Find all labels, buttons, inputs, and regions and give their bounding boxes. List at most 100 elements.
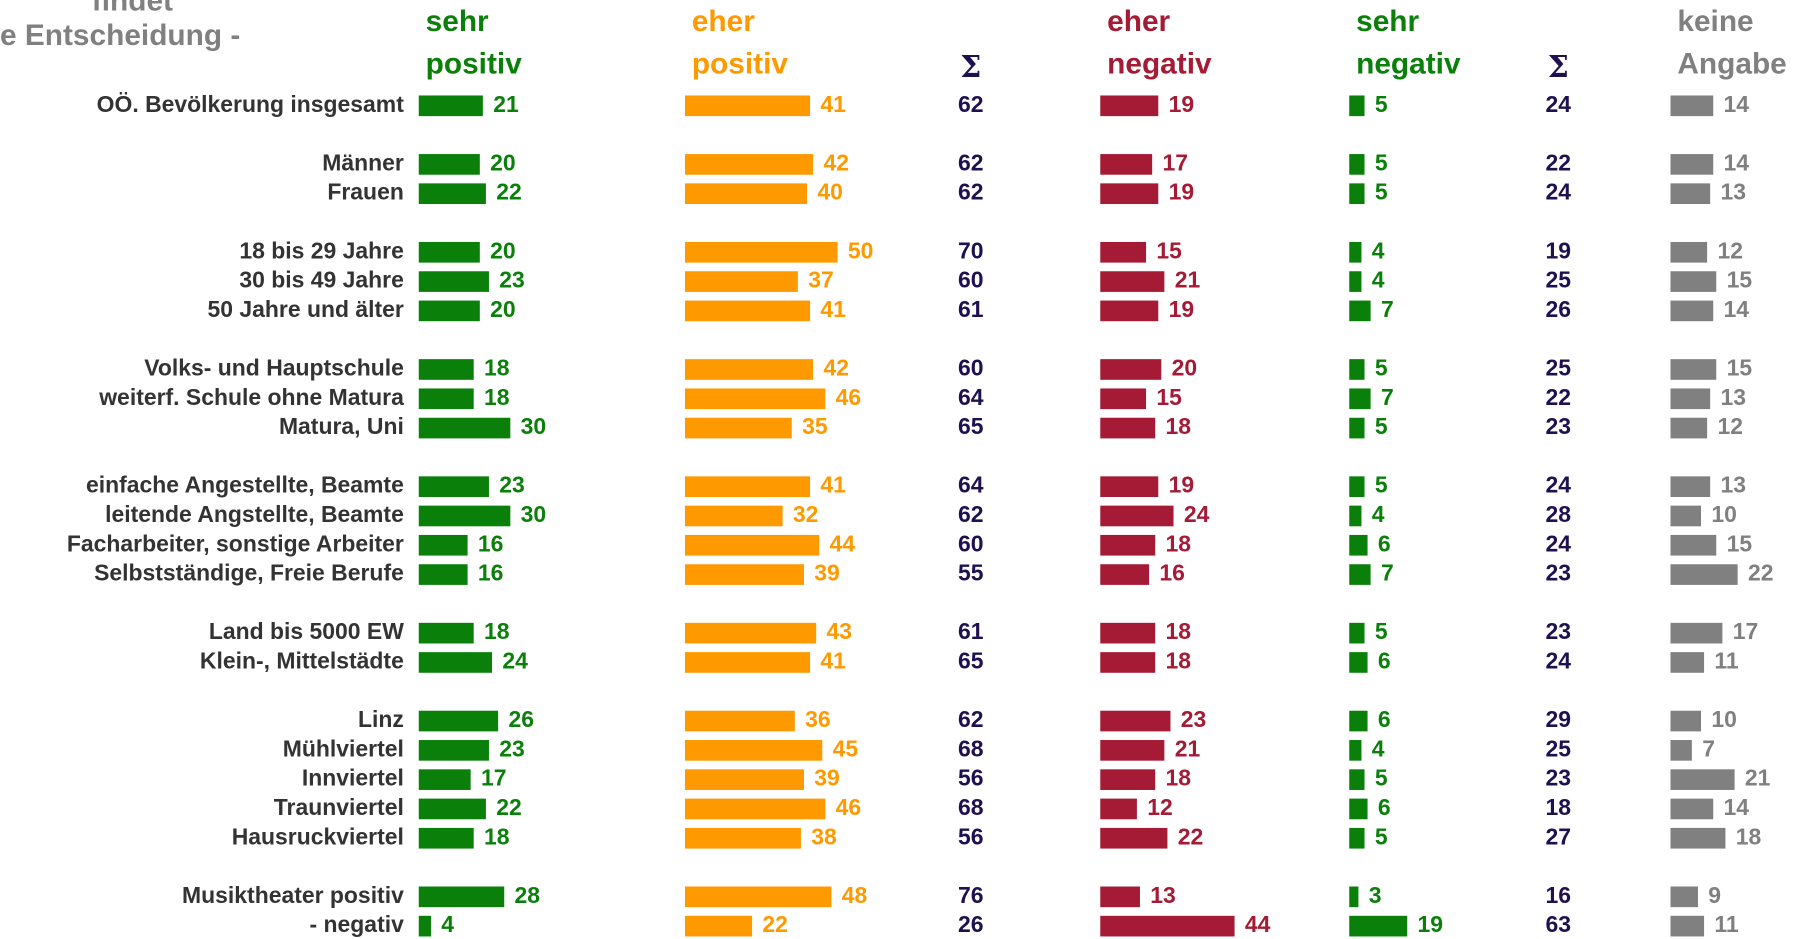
value-label: 37 xyxy=(808,267,834,293)
value-label: 44 xyxy=(1245,911,1271,937)
sum-value: 25 xyxy=(1545,355,1571,381)
value-label: 41 xyxy=(820,296,846,322)
row-label: 50 Jahre und älter xyxy=(208,296,404,322)
sum-value: 23 xyxy=(1545,560,1571,586)
sum-value: 23 xyxy=(1545,413,1571,439)
bar xyxy=(684,300,811,322)
value-label: 44 xyxy=(830,530,856,556)
value-label: 45 xyxy=(833,735,859,761)
column-header: eher negativ xyxy=(1107,5,1212,80)
column-header: sehr positiv xyxy=(426,5,523,80)
sum-value: 64 xyxy=(958,472,984,498)
value-label: 15 xyxy=(1727,530,1753,556)
bar xyxy=(1670,915,1705,937)
bar xyxy=(684,271,798,292)
row-label: Männer xyxy=(322,149,404,175)
bar xyxy=(418,886,505,908)
bar xyxy=(418,359,474,380)
bar xyxy=(1100,271,1165,292)
bar xyxy=(418,183,486,205)
value-label: 6 xyxy=(1378,648,1391,674)
bar xyxy=(1670,564,1738,585)
bar xyxy=(1349,505,1362,527)
bar xyxy=(1349,359,1365,380)
value-label: 9 xyxy=(1708,882,1721,908)
value-label: 38 xyxy=(811,823,837,849)
value-label: 5 xyxy=(1375,91,1388,117)
sum-value: 60 xyxy=(958,267,984,293)
bar xyxy=(1670,505,1702,527)
column-header: eher positiv xyxy=(692,5,789,80)
bar xyxy=(684,798,826,820)
bar xyxy=(1670,769,1735,790)
sum-value: 62 xyxy=(958,706,984,732)
value-label: 15 xyxy=(1156,384,1182,410)
value-label: 12 xyxy=(1717,237,1743,263)
sum-value: 76 xyxy=(958,882,984,908)
value-label: 10 xyxy=(1711,706,1737,732)
sum-value: 56 xyxy=(958,765,984,791)
sum-value: 68 xyxy=(958,735,984,761)
value-label: 16 xyxy=(1159,560,1185,586)
bar xyxy=(1670,417,1708,439)
value-label: 14 xyxy=(1724,296,1750,322)
value-label: 5 xyxy=(1375,355,1388,381)
value-label: 13 xyxy=(1721,384,1747,410)
row-label: Selbstständige, Freie Berufe xyxy=(94,560,404,586)
bar xyxy=(1670,154,1714,175)
value-label: 10 xyxy=(1711,501,1737,527)
value-label: 12 xyxy=(1717,413,1743,439)
bar xyxy=(684,183,808,205)
sum-value: 28 xyxy=(1545,501,1571,527)
value-label: 16 xyxy=(478,530,504,556)
value-label: 39 xyxy=(814,560,840,586)
value-label: 3 xyxy=(1369,882,1382,908)
bar xyxy=(684,95,811,117)
value-label: 22 xyxy=(1748,560,1774,586)
bar xyxy=(1349,95,1365,117)
bar xyxy=(418,271,489,292)
value-label: 18 xyxy=(1736,823,1762,849)
value-label: 17 xyxy=(1162,149,1188,175)
bar xyxy=(684,710,795,732)
bar xyxy=(418,622,474,644)
bar xyxy=(418,564,468,585)
value-label: 19 xyxy=(1169,91,1195,117)
bar xyxy=(1670,740,1692,761)
bar xyxy=(1349,740,1362,761)
bar xyxy=(1100,652,1156,673)
value-label: 23 xyxy=(1181,706,1207,732)
value-label: 50 xyxy=(848,237,874,263)
bar xyxy=(684,388,826,410)
value-label: 18 xyxy=(1166,530,1192,556)
bar xyxy=(1100,505,1174,527)
bar xyxy=(418,300,480,322)
bar xyxy=(1670,359,1717,380)
sum-value: 16 xyxy=(1545,882,1571,908)
bar xyxy=(418,505,511,527)
row-label: Innviertel xyxy=(302,765,404,791)
value-label: 41 xyxy=(820,648,846,674)
bar xyxy=(1349,183,1365,205)
sum-value: 19 xyxy=(1545,237,1571,263)
value-label: 19 xyxy=(1418,911,1444,937)
column-header: Σ xyxy=(1548,50,1569,85)
sum-value: 61 xyxy=(958,296,984,322)
bar xyxy=(1670,710,1702,732)
value-label: 18 xyxy=(1166,413,1192,439)
value-label: 16 xyxy=(478,560,504,586)
value-label: 26 xyxy=(508,706,534,732)
value-label: 36 xyxy=(805,706,831,732)
value-label: 12 xyxy=(1147,794,1173,820)
row-label: Klein-, Mittelstädte xyxy=(200,648,404,674)
bar xyxy=(1670,271,1717,292)
bar xyxy=(684,417,792,439)
value-label: 22 xyxy=(496,179,522,205)
bar xyxy=(1670,183,1711,205)
value-label: 13 xyxy=(1150,882,1176,908)
value-label: 21 xyxy=(1175,267,1201,293)
sum-value: 62 xyxy=(958,179,984,205)
sum-value: 56 xyxy=(958,823,984,849)
row-label: 18 bis 29 Jahre xyxy=(239,237,404,263)
